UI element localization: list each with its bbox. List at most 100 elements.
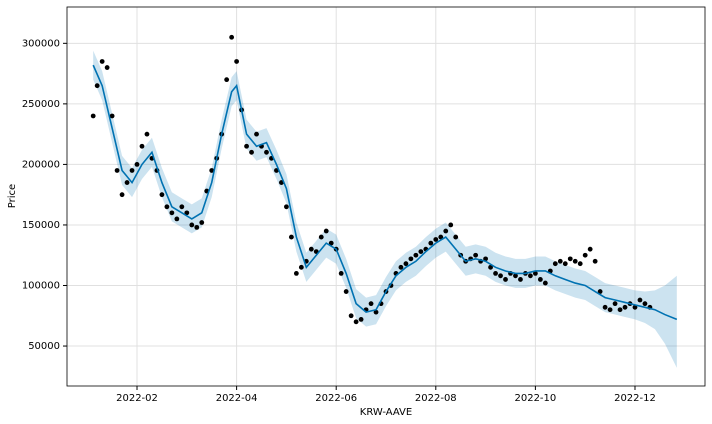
observed-point [254, 131, 259, 137]
observed-point [552, 261, 558, 267]
y-tick-label: 200000 [22, 159, 60, 170]
observed-point [229, 34, 235, 40]
observed-point [104, 65, 110, 70]
observed-point [572, 258, 578, 264]
observed-point [448, 222, 454, 228]
observed-point [348, 313, 354, 319]
uncertainty-band [93, 50, 677, 368]
y-tick-label: 300000 [22, 38, 60, 49]
observed-point [438, 234, 444, 240]
observed-point [498, 273, 503, 279]
observed-point [288, 234, 294, 240]
observed-point [592, 258, 598, 264]
observed-point [368, 301, 374, 307]
observed-point [612, 301, 618, 307]
observed-point [144, 131, 150, 137]
observed-point [308, 246, 314, 252]
y-tick-label: 150000 [22, 220, 60, 231]
observed-point [433, 237, 439, 242]
x-tick-label: 2022-02 [116, 393, 158, 404]
observed-point [532, 270, 538, 276]
observed-point [209, 168, 215, 173]
observed-point [174, 216, 180, 222]
observed-point [567, 256, 573, 262]
x-tick-label: 2022-06 [315, 393, 357, 404]
x-tick-label: 2022-10 [514, 393, 556, 404]
x-axis-label: KRW-AAVE [360, 407, 412, 418]
observed-point [224, 77, 230, 83]
observed-point [249, 149, 254, 155]
observed-point [577, 261, 583, 267]
observed-point [413, 252, 419, 258]
observed-point [343, 289, 349, 294]
observed-point [582, 252, 588, 258]
observed-point [373, 309, 379, 315]
observed-point [632, 304, 638, 310]
observed-point [602, 304, 608, 310]
observed-point [537, 277, 543, 282]
x-tick-label: 2022-08 [415, 393, 457, 404]
observed-point [418, 249, 424, 254]
observed-point [234, 59, 240, 64]
observed-point [587, 246, 593, 252]
observed-point [403, 261, 409, 267]
observed-point [493, 270, 498, 276]
y-tick-label: 250000 [22, 99, 60, 110]
observed-point [353, 319, 359, 325]
observed-point [318, 234, 324, 240]
observed-point [139, 143, 145, 149]
x-tick-label: 2022-12 [614, 393, 656, 404]
observed-point [518, 277, 523, 282]
observed-point [169, 210, 175, 216]
x-tick-label: 2022-04 [216, 393, 258, 404]
observed-point [562, 261, 568, 267]
y-tick-label: 100000 [22, 280, 60, 291]
observed-point [453, 234, 459, 240]
observed-point [179, 204, 185, 210]
observed-point [607, 307, 613, 313]
observed-point [189, 222, 195, 228]
observed-point [114, 168, 120, 173]
observed-point [622, 304, 628, 310]
observed-point [164, 204, 170, 210]
observed-point [99, 59, 105, 64]
observed-point [129, 168, 135, 173]
observed-point [119, 192, 125, 198]
forecast-line [92, 64, 678, 321]
observed-point [443, 228, 449, 234]
observed-point [199, 220, 205, 225]
observed-point [597, 289, 603, 294]
observed-point [428, 240, 434, 246]
observed-point [109, 113, 115, 119]
observed-point [264, 149, 269, 155]
observed-point [358, 317, 364, 322]
observed-point [90, 113, 96, 119]
observed-point [408, 256, 414, 262]
observed-point [483, 256, 488, 262]
observed-point [488, 264, 493, 270]
observed-point [398, 264, 404, 270]
observed-point [293, 270, 299, 276]
observed-point [284, 204, 289, 210]
observed-point [513, 273, 518, 279]
observed-point [503, 277, 508, 282]
observed-point [134, 162, 140, 167]
observed-point [194, 224, 200, 230]
observed-point [184, 210, 190, 216]
observed-point [159, 192, 165, 198]
observed-point [557, 258, 563, 264]
observed-point [637, 297, 643, 303]
observed-point [338, 270, 344, 276]
observed-point [328, 240, 334, 246]
observed-point [94, 83, 100, 89]
observed-point [542, 280, 548, 286]
observed-point [617, 307, 623, 313]
observed-point [124, 180, 130, 185]
observed-point [642, 301, 648, 307]
observed-point [244, 143, 249, 149]
observed-point [473, 252, 479, 258]
plot-frame [66, 6, 706, 387]
y-axis-label: Price [7, 184, 18, 208]
y-tick-label: 50000 [28, 341, 60, 352]
